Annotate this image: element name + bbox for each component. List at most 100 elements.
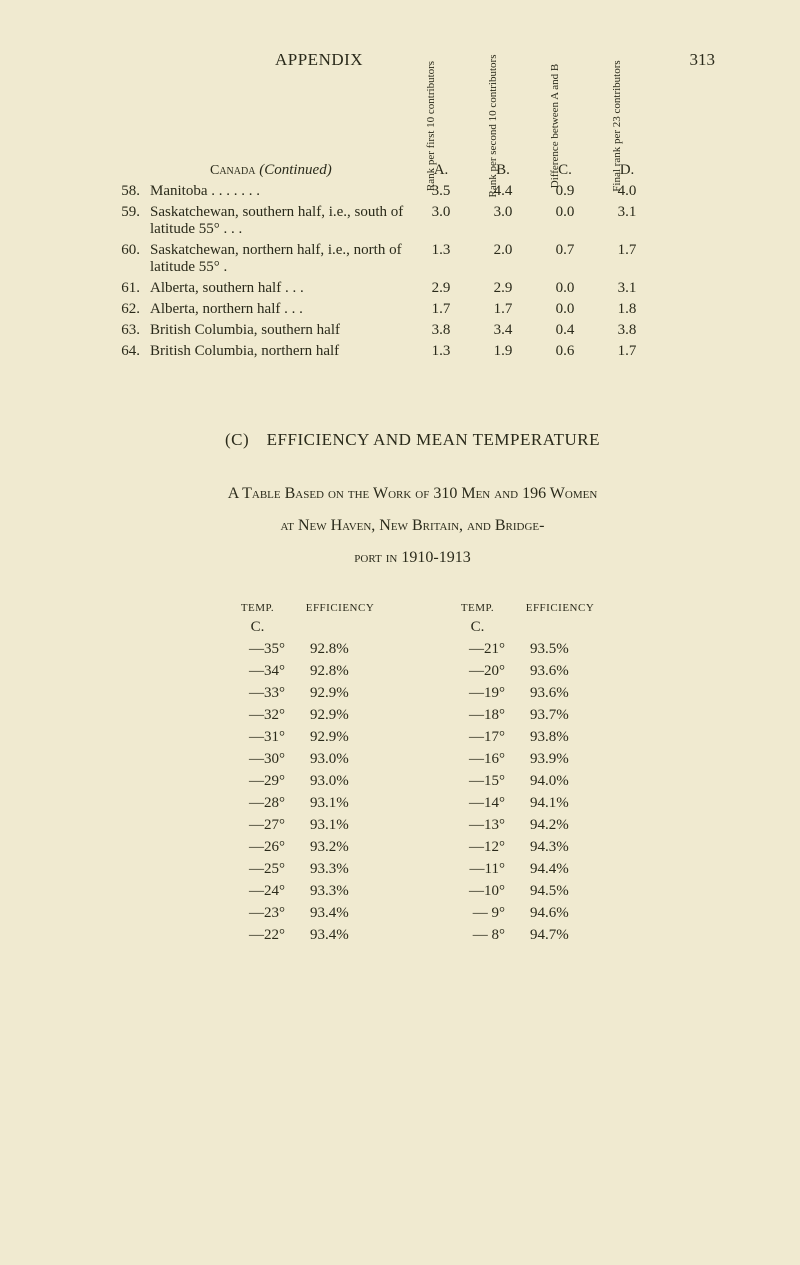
- eff-value: 93.0%: [295, 751, 385, 768]
- row-value-a: 3.5: [410, 183, 472, 200]
- eff-temp: —33°: [220, 685, 295, 702]
- row-label: Alberta, northern half . . .: [140, 301, 410, 318]
- eff-value: 92.9%: [295, 707, 385, 724]
- letter-c: C.: [534, 162, 596, 179]
- eff-temp: —31°: [220, 729, 295, 746]
- eff-temp: —30°: [220, 751, 295, 768]
- eff-value: 94.0%: [515, 773, 605, 790]
- row-number: 59.: [110, 204, 140, 221]
- eff-temp: —20°: [440, 663, 515, 680]
- row-value-c: 0.0: [534, 204, 596, 221]
- eff-temp: —15°: [440, 773, 515, 790]
- col-head-a: Rank per first 10 contributors: [400, 90, 462, 162]
- eff-value: 93.8%: [515, 729, 605, 746]
- eff-temp: —14°: [440, 795, 515, 812]
- table-head-letters: Canada (Continued) A. B. C. D.: [110, 162, 715, 179]
- eff-temp: —12°: [440, 839, 515, 856]
- row-number: 62.: [110, 301, 140, 318]
- eff-value: 94.5%: [515, 883, 605, 900]
- row-value-d: 1.7: [596, 242, 658, 259]
- row-number: 63.: [110, 322, 140, 339]
- row-value-a: 3.0: [410, 204, 472, 221]
- col-head-d: Final rank per 23 contributors: [586, 90, 648, 162]
- row-value-a: 1.7: [410, 301, 472, 318]
- table-row: 61.Alberta, southern half . . .2.92.90.0…: [110, 280, 715, 297]
- eff-value: 93.5%: [515, 641, 605, 658]
- table-row: 59.Saskatchewan, southern half, i.e., so…: [110, 204, 715, 238]
- row-label: British Columbia, southern half: [140, 322, 410, 339]
- eff-value: 93.1%: [295, 795, 385, 812]
- eff-value: 93.4%: [295, 905, 385, 922]
- eff-temp: —26°: [220, 839, 295, 856]
- eff-head-temp-r: TEMP.: [440, 602, 515, 614]
- eff-value: 93.3%: [295, 883, 385, 900]
- eff-subhead-c: C.: [220, 619, 295, 636]
- eff-temp: —16°: [440, 751, 515, 768]
- section-c-title: (C) EFFICIENCY AND MEAN TEMPERATURE: [110, 430, 715, 450]
- eff-value: 94.2%: [515, 817, 605, 834]
- eff-value: 93.3%: [295, 861, 385, 878]
- row-label: British Columbia, northern half: [140, 343, 410, 360]
- row-value-b: 1.9: [472, 343, 534, 360]
- row-number: 64.: [110, 343, 140, 360]
- row-value-d: 1.8: [596, 301, 658, 318]
- table-row: 58.Manitoba . . . . . . .3.54.40.94.0: [110, 183, 715, 200]
- eff-head-eff-r: EFFICIENCY: [515, 602, 605, 614]
- eff-temp: —22°: [220, 927, 295, 944]
- row-value-c: 0.9: [534, 183, 596, 200]
- table-head-rotated: Rank per first 10 contributors Rank per …: [110, 90, 715, 162]
- eff-temp: —19°: [440, 685, 515, 702]
- eff-temp: — 8°: [440, 927, 515, 944]
- letter-d: D.: [596, 162, 658, 179]
- row-value-c: 0.0: [534, 301, 596, 318]
- row-value-a: 2.9: [410, 280, 472, 297]
- row-number: 61.: [110, 280, 140, 297]
- eff-value: 94.6%: [515, 905, 605, 922]
- eff-value: 93.2%: [295, 839, 385, 856]
- row-value-d: 3.8: [596, 322, 658, 339]
- eff-value: 92.9%: [295, 685, 385, 702]
- canada-table: Rank per first 10 contributors Rank per …: [110, 90, 715, 360]
- eff-value: 94.4%: [515, 861, 605, 878]
- eff-value: 93.7%: [515, 707, 605, 724]
- letter-a: A.: [410, 162, 472, 179]
- eff-temp: —29°: [220, 773, 295, 790]
- row-value-b: 2.9: [472, 280, 534, 297]
- row-value-c: 0.6: [534, 343, 596, 360]
- row-value-d: 3.1: [596, 204, 658, 221]
- row-label: Manitoba . . . . . . .: [140, 183, 410, 200]
- eff-temp: —10°: [440, 883, 515, 900]
- eff-value: 92.8%: [295, 663, 385, 680]
- row-value-d: 1.7: [596, 343, 658, 360]
- row-value-c: 0.7: [534, 242, 596, 259]
- page-header: APPENDIX 313: [110, 50, 715, 70]
- row-value-c: 0.0: [534, 280, 596, 297]
- table-row: 60.Saskatchewan, northern half, i.e., no…: [110, 242, 715, 276]
- efficiency-table: TEMP. EFFICIENCY C. —35°92.8%—34°92.8%—3…: [110, 602, 715, 944]
- eff-temp: —32°: [220, 707, 295, 724]
- row-value-c: 0.4: [534, 322, 596, 339]
- eff-temp: —28°: [220, 795, 295, 812]
- eff-temp: —18°: [440, 707, 515, 724]
- row-value-d: 3.1: [596, 280, 658, 297]
- section-c: (C) EFFICIENCY AND MEAN TEMPERATURE A Ta…: [110, 430, 715, 574]
- row-value-a: 1.3: [410, 343, 472, 360]
- row-value-a: 1.3: [410, 242, 472, 259]
- eff-temp: —34°: [220, 663, 295, 680]
- eff-temp: —27°: [220, 817, 295, 834]
- eff-temp: — 9°: [440, 905, 515, 922]
- row-value-b: 4.4: [472, 183, 534, 200]
- row-value-b: 2.0: [472, 242, 534, 259]
- eff-temp: —35°: [220, 641, 295, 658]
- eff-temp: —23°: [220, 905, 295, 922]
- eff-head-temp: TEMP.: [220, 602, 295, 614]
- eff-temp: —25°: [220, 861, 295, 878]
- eff-temp: —13°: [440, 817, 515, 834]
- row-value-b: 1.7: [472, 301, 534, 318]
- eff-value: 92.8%: [295, 641, 385, 658]
- row-label: Alberta, southern half . . .: [140, 280, 410, 297]
- letter-b: B.: [472, 162, 534, 179]
- eff-value: 94.1%: [515, 795, 605, 812]
- book-title: APPENDIX: [275, 50, 363, 70]
- eff-value: 94.3%: [515, 839, 605, 856]
